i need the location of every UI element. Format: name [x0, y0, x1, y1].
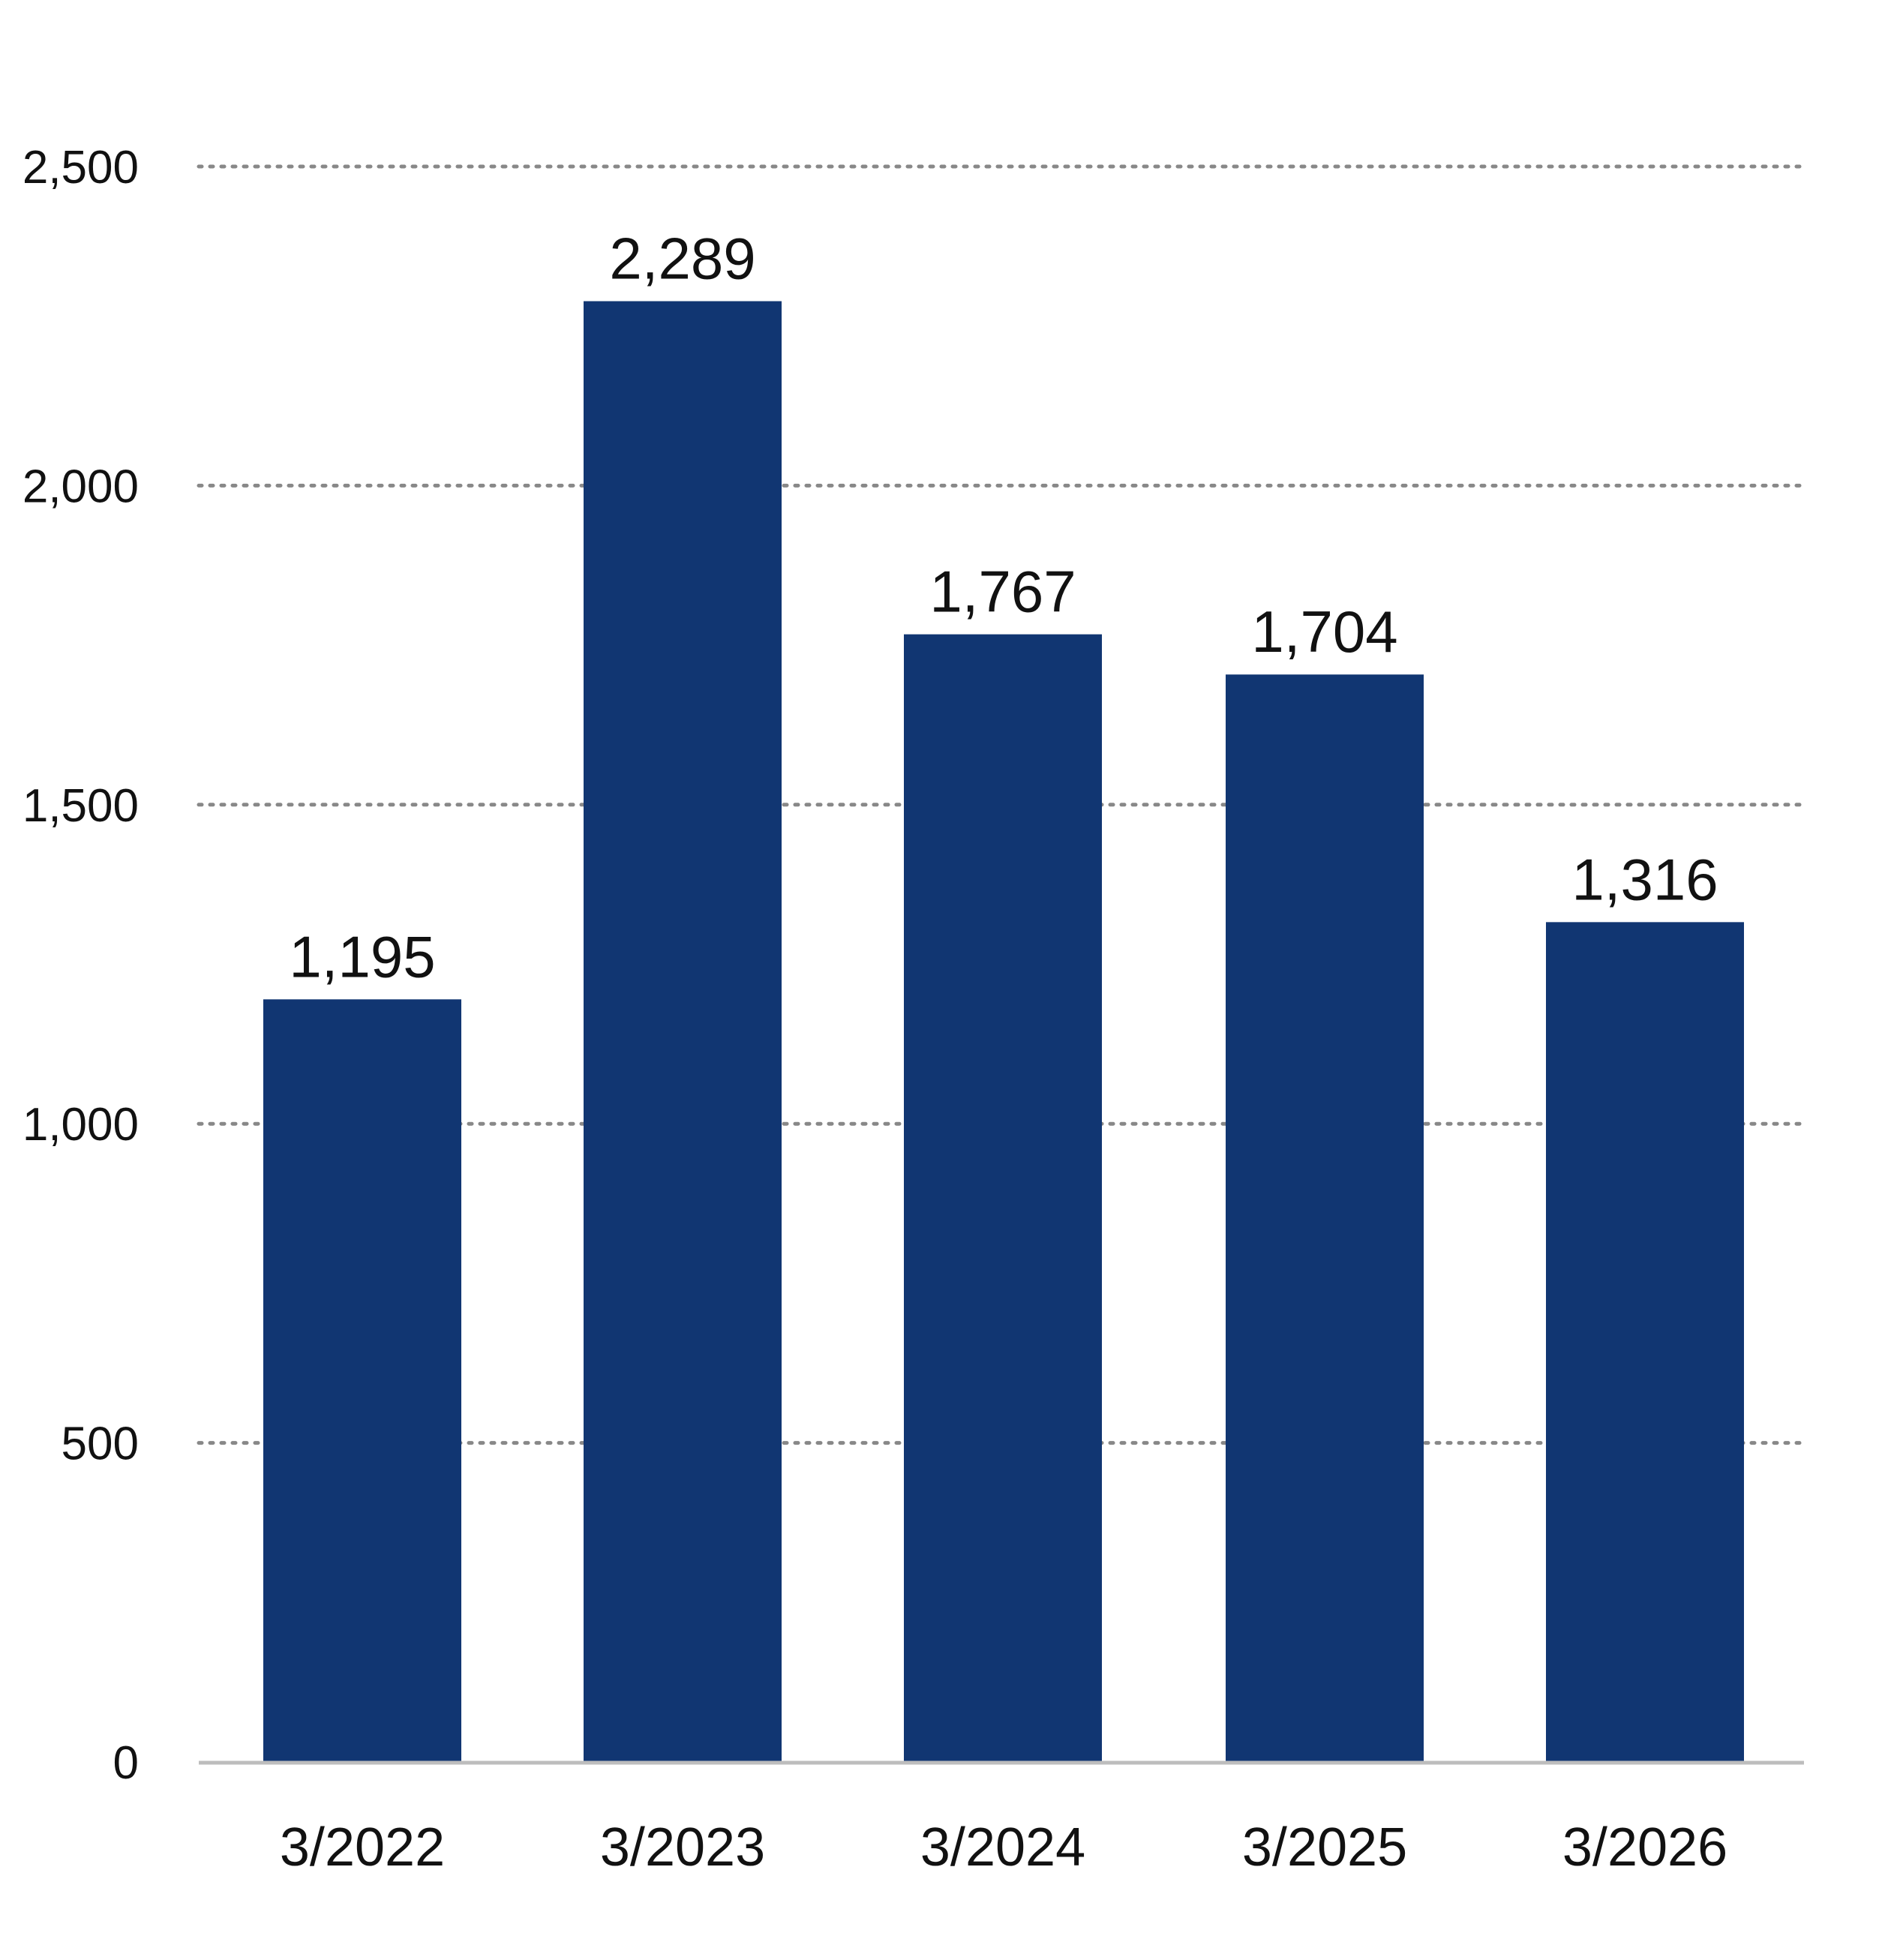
bar-3-2022: [263, 999, 461, 1762]
x-tick-label: 3/2022: [280, 1817, 445, 1877]
bars: [263, 301, 1744, 1762]
x-tick-label: 3/2025: [1242, 1817, 1407, 1877]
x-tick-label: 3/2026: [1562, 1817, 1727, 1877]
bar-3-2023: [584, 301, 782, 1762]
bar-3-2024: [904, 634, 1102, 1762]
data-label: 2,289: [609, 226, 755, 292]
data-labels: 1,195 2,289 1,767 1,704 1,316: [289, 226, 1718, 990]
y-tick-label: 1,000: [23, 1099, 139, 1151]
y-tick-label: 2,500: [23, 142, 139, 194]
y-tick-label: 2,000: [23, 461, 139, 512]
data-label: 1,195: [289, 923, 435, 989]
x-tick-label: 3/2024: [920, 1817, 1085, 1877]
x-tick-label: 3/2023: [600, 1817, 765, 1877]
y-tick-labels: 0 500 1,000 1,500 2,000 2,500: [23, 142, 139, 1789]
data-label: 1,704: [1251, 599, 1397, 665]
data-label: 1,316: [1571, 846, 1718, 912]
data-label: 1,767: [929, 559, 1076, 625]
bar-3-2026: [1546, 922, 1744, 1762]
bar-3-2025: [1226, 674, 1424, 1762]
y-tick-label: 0: [113, 1737, 139, 1789]
y-tick-label: 1,500: [23, 780, 139, 832]
x-tick-labels: 3/2022 3/2023 3/2024 3/2025 3/2026: [280, 1817, 1727, 1877]
y-tick-label: 500: [62, 1418, 139, 1470]
